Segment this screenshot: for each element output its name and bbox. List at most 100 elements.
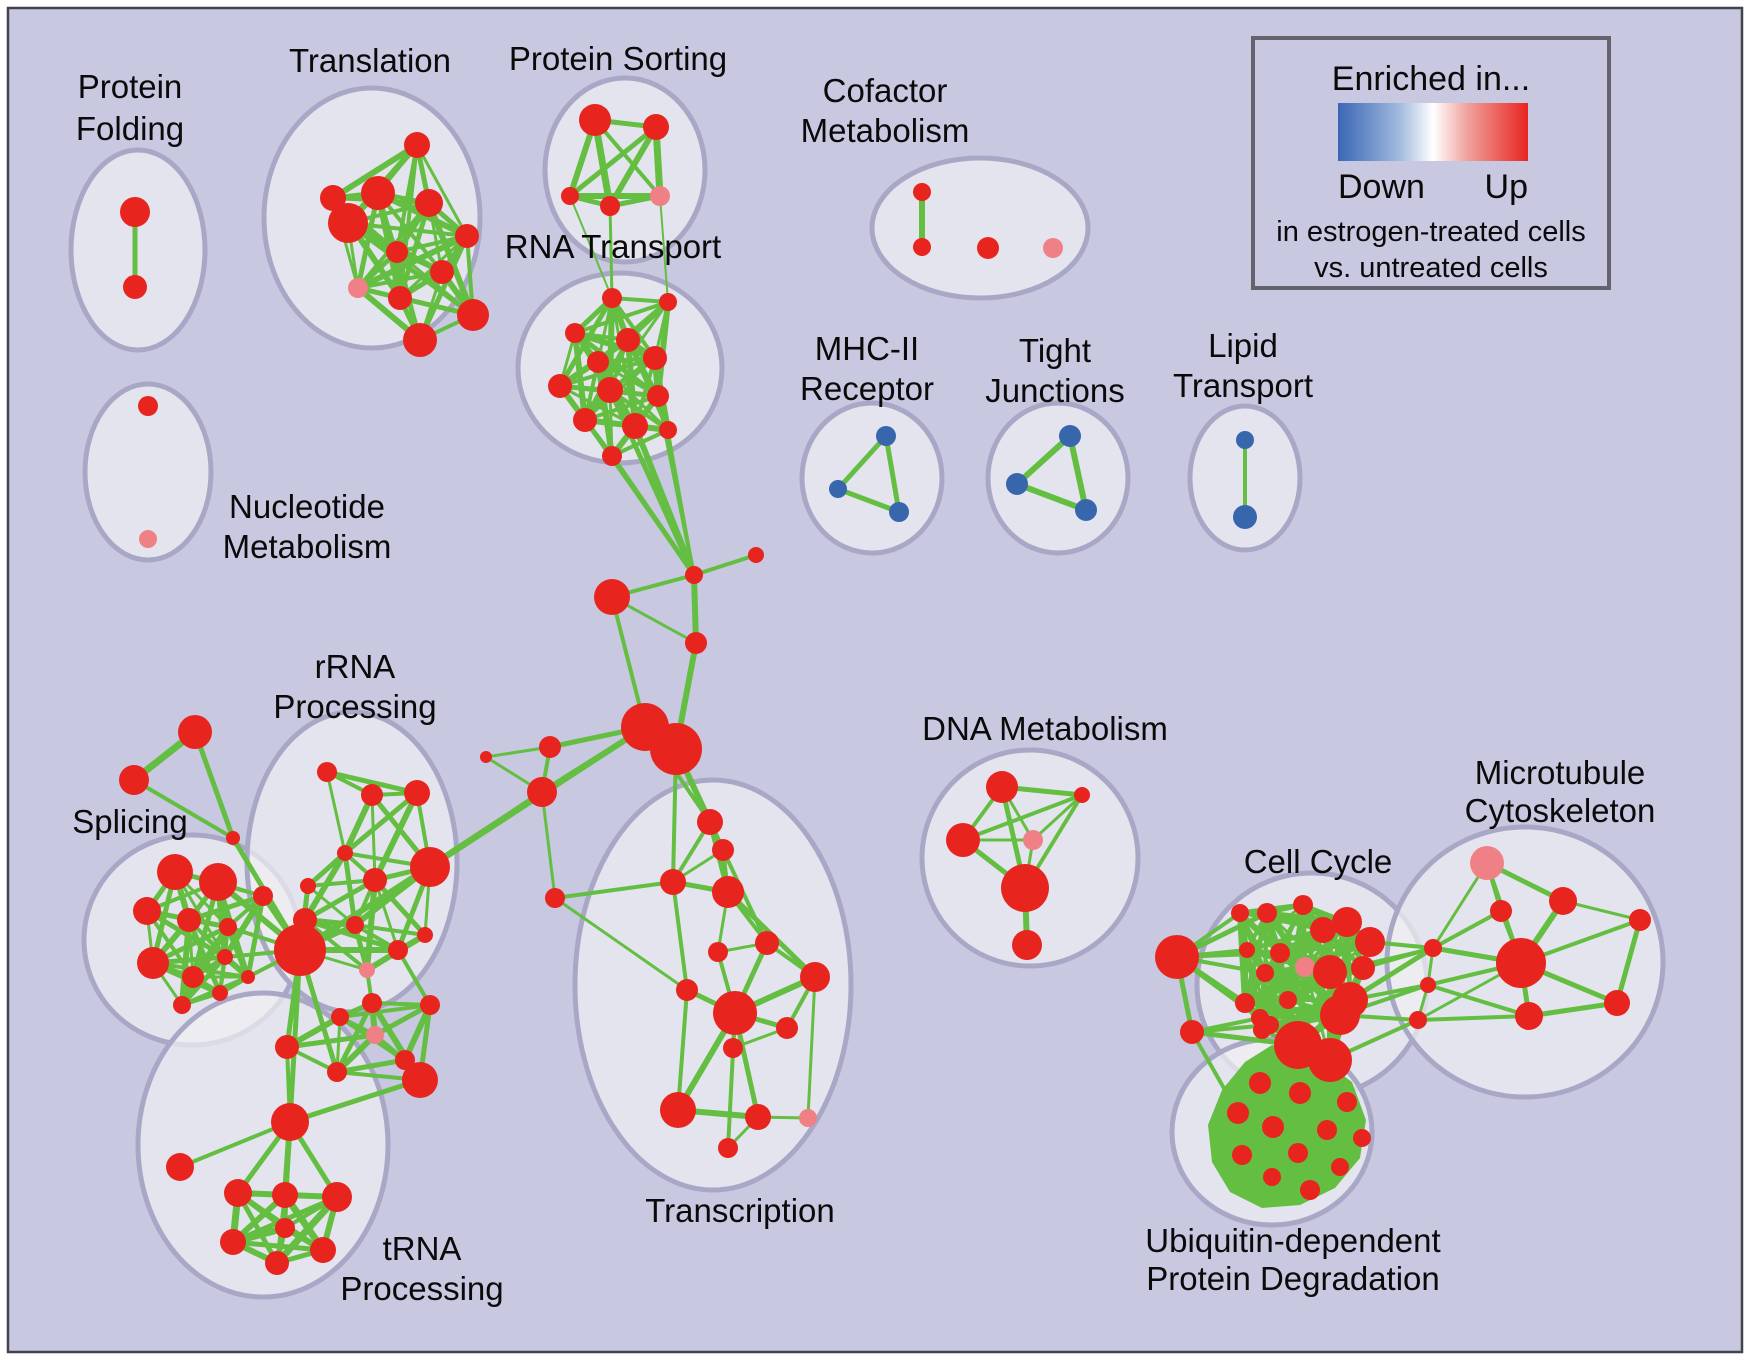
node-KL1[interactable]	[1180, 1020, 1204, 1044]
node-CC6[interactable]	[1355, 927, 1385, 957]
node-SP10[interactable]	[212, 985, 228, 1001]
node-RN6[interactable]	[643, 346, 667, 370]
node-CC10[interactable]	[1313, 955, 1347, 989]
node-SP8[interactable]	[182, 966, 204, 988]
node-TL11[interactable]	[403, 323, 437, 357]
node-CC2[interactable]	[1257, 903, 1277, 923]
node-MB1[interactable]	[1424, 939, 1442, 957]
node-TG3[interactable]	[322, 1182, 352, 1212]
node-CC3[interactable]	[1293, 895, 1313, 915]
node-TJ1[interactable]	[1059, 425, 1081, 447]
node-TG2[interactable]	[272, 1182, 298, 1208]
node-TJ3[interactable]	[1075, 499, 1097, 521]
node-RN13[interactable]	[659, 421, 677, 439]
node-TL12[interactable]	[320, 185, 346, 211]
node-RR4[interactable]	[410, 847, 450, 887]
node-TL1[interactable]	[404, 132, 430, 158]
node-RN4[interactable]	[616, 328, 640, 352]
node-RR2[interactable]	[361, 784, 383, 806]
node-RN9[interactable]	[647, 385, 669, 407]
node-PS3[interactable]	[561, 187, 579, 205]
node-TRI2[interactable]	[119, 765, 149, 795]
node-TX11[interactable]	[776, 1017, 798, 1039]
node-SP6[interactable]	[253, 886, 273, 906]
node-KH1[interactable]	[1155, 935, 1199, 979]
node-TX9[interactable]	[713, 991, 757, 1035]
node-TL5[interactable]	[455, 224, 479, 248]
node-TL8[interactable]	[348, 278, 368, 298]
node-TG5[interactable]	[310, 1237, 336, 1263]
node-LW5[interactable]	[395, 1050, 415, 1070]
node-CC21[interactable]	[1308, 1038, 1352, 1082]
node-H2[interactable]	[650, 723, 702, 775]
node-TX13[interactable]	[660, 1092, 696, 1128]
node-MH2[interactable]	[829, 480, 847, 498]
node-RR5[interactable]	[337, 845, 353, 861]
node-TL3[interactable]	[415, 189, 443, 217]
node-LP1[interactable]	[1236, 431, 1254, 449]
node-LW1[interactable]	[362, 993, 382, 1013]
node-X7[interactable]	[480, 751, 492, 763]
node-TL9[interactable]	[388, 286, 412, 310]
node-RR3[interactable]	[404, 780, 430, 806]
node-TG6[interactable]	[265, 1251, 289, 1275]
node-SP1[interactable]	[157, 854, 193, 890]
node-RR6[interactable]	[363, 868, 387, 892]
node-DM4[interactable]	[1023, 830, 1043, 850]
node-RN8[interactable]	[597, 377, 623, 403]
node-X2[interactable]	[748, 547, 764, 563]
node-LW4[interactable]	[366, 1026, 384, 1044]
node-LW6[interactable]	[275, 1035, 299, 1059]
node-DM2[interactable]	[1074, 787, 1090, 803]
node-RN5[interactable]	[587, 351, 609, 373]
node-CC1[interactable]	[1231, 904, 1249, 922]
node-RRH[interactable]	[274, 924, 326, 976]
node-MT6[interactable]	[1604, 990, 1630, 1016]
node-TL7[interactable]	[430, 260, 454, 284]
node-PF1[interactable]	[120, 197, 150, 227]
node-CC11[interactable]	[1351, 956, 1375, 980]
node-CC5[interactable]	[1310, 917, 1336, 943]
node-TG1[interactable]	[224, 1179, 252, 1207]
node-UB6[interactable]	[1317, 1120, 1337, 1140]
node-MT1[interactable]	[1470, 846, 1504, 880]
node-PS4[interactable]	[600, 196, 620, 216]
node-X4[interactable]	[685, 632, 707, 654]
node-TX3[interactable]	[660, 869, 686, 895]
node-TL6[interactable]	[386, 241, 408, 263]
node-RR12[interactable]	[417, 927, 433, 943]
node-MT5[interactable]	[1515, 1002, 1543, 1030]
node-TX1[interactable]	[697, 809, 723, 835]
node-CF1[interactable]	[913, 183, 931, 201]
node-UB4[interactable]	[1227, 1102, 1249, 1124]
node-CC18[interactable]	[1320, 995, 1360, 1035]
node-TX15[interactable]	[799, 1109, 817, 1127]
node-TX2[interactable]	[712, 839, 734, 861]
node-TRI3[interactable]	[226, 831, 240, 845]
node-MB2[interactable]	[1420, 977, 1436, 993]
node-UB10[interactable]	[1331, 1158, 1349, 1176]
node-TL4[interactable]	[328, 203, 368, 243]
node-RN12[interactable]	[602, 446, 622, 466]
node-X5[interactable]	[539, 736, 561, 758]
node-SP12[interactable]	[241, 970, 255, 984]
node-PS1[interactable]	[579, 104, 611, 136]
node-MH1[interactable]	[876, 426, 896, 446]
node-TX16[interactable]	[718, 1138, 738, 1158]
node-TL2[interactable]	[361, 176, 395, 210]
node-SP4[interactable]	[177, 908, 201, 932]
node-LP2[interactable]	[1233, 505, 1257, 529]
node-UB5[interactable]	[1262, 1116, 1284, 1138]
node-DM3[interactable]	[946, 823, 980, 857]
node-CC9[interactable]	[1295, 957, 1315, 977]
node-NM2[interactable]	[139, 530, 157, 548]
node-RR10[interactable]	[388, 940, 408, 960]
node-TL10[interactable]	[457, 299, 489, 331]
node-TRI1[interactable]	[178, 715, 212, 749]
node-MT3[interactable]	[1490, 900, 1512, 922]
node-SP9[interactable]	[217, 949, 233, 965]
node-UB12[interactable]	[1300, 1180, 1320, 1200]
node-PS5[interactable]	[650, 186, 670, 206]
node-TX8[interactable]	[676, 979, 698, 1001]
node-LW8[interactable]	[402, 1062, 438, 1098]
